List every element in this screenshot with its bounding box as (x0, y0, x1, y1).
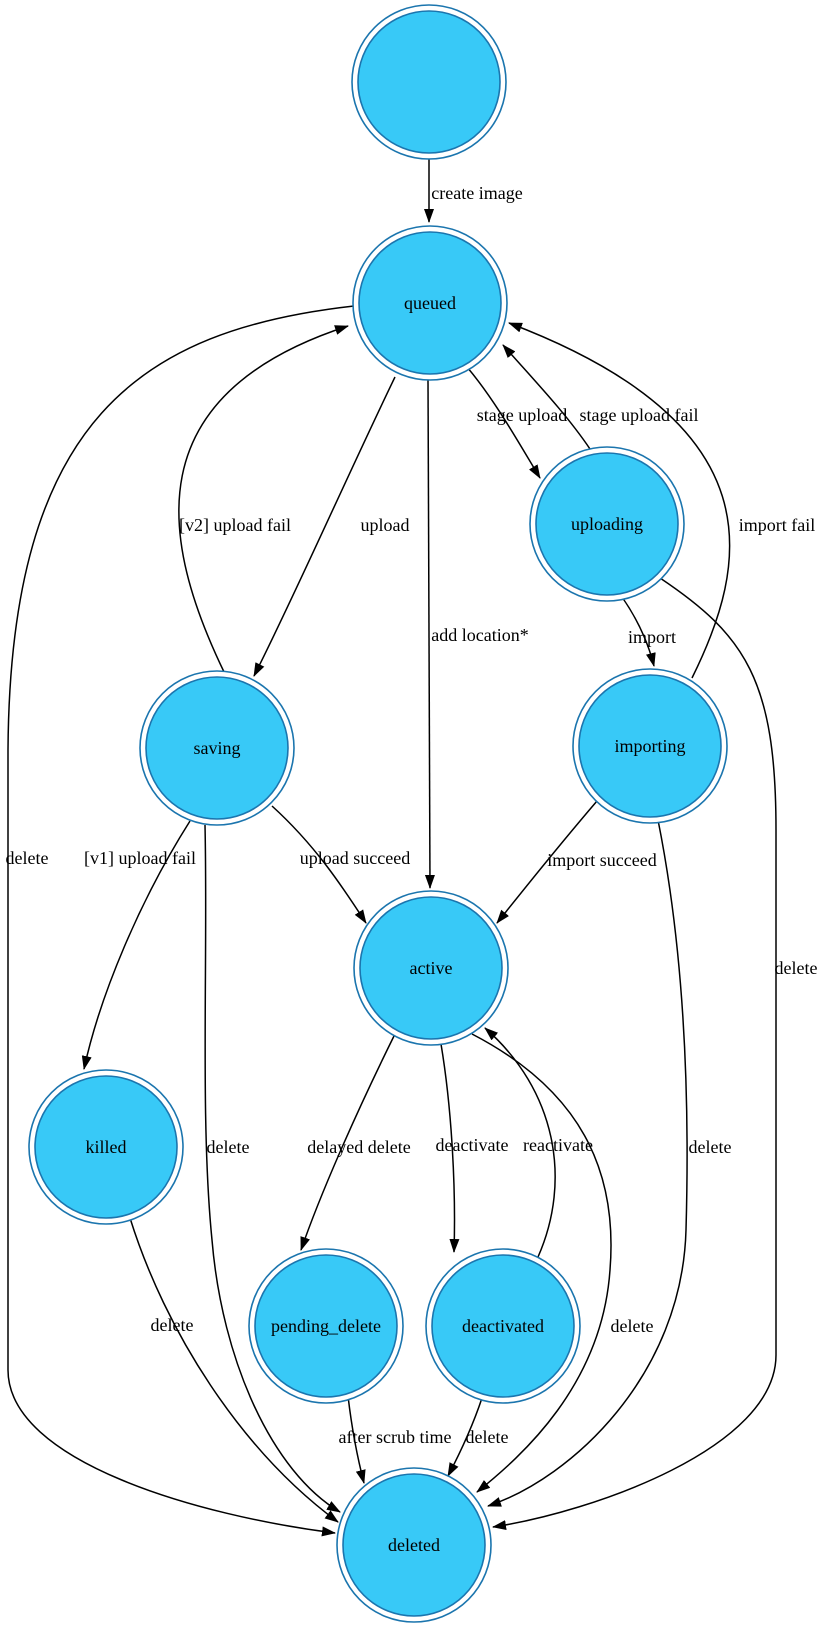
edge-label-deactivate: deactivate (436, 1135, 509, 1155)
edge-label-delete-deactivated: delete (466, 1427, 509, 1447)
edge-label-delete-queued: delete (6, 848, 49, 868)
state-node-deactivated: deactivated (425, 1248, 581, 1404)
state-node-importing: importing (572, 668, 728, 824)
state-importing-label: importing (615, 736, 686, 756)
edge-label-upload: upload (361, 515, 410, 535)
edge-delete-killed-deleted (129, 1217, 339, 1523)
state-node-uploading: uploading (529, 446, 685, 602)
edge-import-uploading-importing (621, 596, 656, 667)
edge-label-stage-upload: stage upload (477, 405, 567, 425)
edge-add-location-queued-active (424, 379, 435, 889)
edge-delete-saving-deleted (204, 824, 341, 1513)
edge-stage-upload-queued-uploading (466, 366, 541, 479)
edge-labels-layer: create image stage upload stage upload f… (6, 183, 818, 1447)
state-killed-circle (34, 1075, 178, 1219)
edge-import-fail-importing-queued (508, 322, 731, 679)
edge-label-after-scrub-time: after scrub time (339, 1427, 452, 1447)
edge-label-delayed-delete: delayed delete (307, 1137, 410, 1157)
edge-import-succeed-importing-active (496, 800, 598, 924)
edge-stage-upload-fail-uploading-queued (502, 344, 591, 450)
edge-label-delete-saving: delete (207, 1137, 250, 1157)
state-importing-circle (578, 674, 722, 818)
edge-label-delete-uploading: delete (775, 958, 818, 978)
state-saving-label: saving (194, 738, 241, 758)
edge-delete-importing-deleted (487, 819, 688, 1507)
nodes-layer: queued uploading saving importing active… (28, 4, 728, 1623)
state-queued-label: queued (404, 293, 456, 313)
edge-deactivate-active-deactivated (440, 1043, 460, 1253)
state-uploading-label: uploading (571, 514, 643, 534)
edge-label-add-location: add location* (431, 625, 528, 645)
edge-delete-active-deleted (471, 1033, 612, 1493)
edge-label-v2-upload-fail: [v2] upload fail (179, 515, 291, 535)
state-node-active: active (353, 890, 509, 1046)
state-queued-circle (358, 231, 502, 375)
edge-label-import-succeed: import succeed (547, 850, 656, 870)
state-deactivated-label: deactivated (462, 1316, 544, 1336)
edge-label-delete-active: delete (611, 1316, 654, 1336)
edge-label-create-image: create image (431, 183, 522, 203)
edge-label-import: import (628, 627, 676, 647)
state-deleted-label: deleted (388, 1535, 440, 1555)
state-uploading-circle (535, 452, 679, 596)
state-pending-delete-circle (254, 1254, 398, 1398)
edge-label-stage-upload-fail: stage upload fail (580, 405, 699, 425)
state-start-circle (357, 10, 501, 154)
state-node-killed: killed (28, 1069, 184, 1225)
state-node-saving: saving (139, 670, 295, 826)
edge-label-v1-upload-fail: [v1] upload fail (84, 848, 196, 868)
edge-label-upload-succeed: upload succeed (300, 848, 410, 868)
edge-v2-upload-fail-saving-queued (178, 325, 349, 675)
state-node-start (351, 4, 507, 160)
edge-label-reactivate: reactivate (523, 1135, 593, 1155)
state-pending-delete-label: pending_delete (271, 1316, 381, 1336)
edge-upload-succeed-saving-active (271, 805, 367, 924)
edge-after-scrub-time-pending-delete-deleted (347, 1395, 366, 1484)
state-killed-label: killed (86, 1137, 127, 1157)
state-node-pending-delete: pending_delete (248, 1248, 404, 1404)
edge-delete-uploading-deleted (492, 577, 777, 1530)
edges-layer (7, 159, 777, 1537)
edge-upload-queued-saving (253, 376, 396, 677)
state-deleted-circle (342, 1473, 486, 1617)
state-active-circle (359, 896, 503, 1040)
state-saving-circle (145, 676, 289, 820)
state-node-deleted: deleted (336, 1467, 492, 1623)
edge-delete-deactivated-deleted (447, 1397, 483, 1477)
edge-label-import-fail: import fail (739, 515, 815, 535)
edge-delayed-delete-active-pending-delete (300, 1035, 395, 1251)
state-node-queued: queued (352, 225, 508, 381)
state-deactivated-circle (431, 1254, 575, 1398)
edge-v1-upload-fail-saving-killed (81, 820, 191, 1070)
edge-delete-queued-deleted (7, 305, 355, 1537)
edge-label-delete-killed: delete (151, 1315, 194, 1335)
state-active-label: active (410, 958, 453, 978)
edge-label-delete-importing: delete (689, 1137, 732, 1157)
edge-reactivate-deactivated-active (484, 1027, 556, 1258)
